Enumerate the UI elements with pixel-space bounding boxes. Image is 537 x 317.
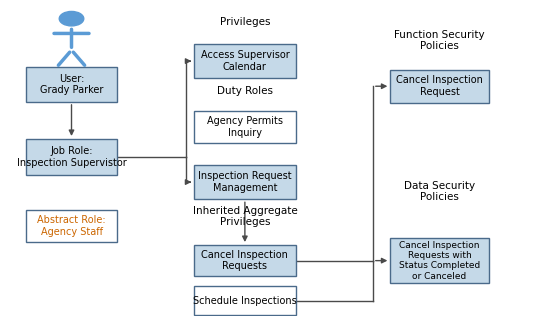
Text: Schedule Inspections: Schedule Inspections: [193, 295, 297, 306]
Text: Privileges: Privileges: [220, 17, 270, 27]
Text: Cancel Inspection
Request: Cancel Inspection Request: [396, 75, 483, 97]
Text: Inspection Request
Management: Inspection Request Management: [198, 171, 292, 193]
FancyBboxPatch shape: [194, 111, 295, 143]
Circle shape: [59, 11, 84, 26]
FancyBboxPatch shape: [194, 286, 295, 315]
FancyBboxPatch shape: [26, 210, 117, 242]
Text: Cancel Inspection
Requests with
Status Completed
or Canceled: Cancel Inspection Requests with Status C…: [399, 241, 480, 281]
FancyBboxPatch shape: [194, 165, 295, 199]
Text: Inherited Aggregate
Privileges: Inherited Aggregate Privileges: [192, 206, 297, 227]
FancyBboxPatch shape: [194, 245, 295, 276]
Text: Data Security
Policies: Data Security Policies: [404, 181, 475, 202]
Text: Job Role:
Inspection Supervistor: Job Role: Inspection Supervistor: [17, 146, 126, 168]
Text: Function Security
Policies: Function Security Policies: [394, 30, 485, 51]
FancyBboxPatch shape: [26, 68, 117, 102]
FancyBboxPatch shape: [390, 238, 489, 283]
FancyBboxPatch shape: [390, 70, 489, 103]
Text: Agency Permits
Inquiry: Agency Permits Inquiry: [207, 116, 283, 138]
Text: Abstract Role:
Agency Staff: Abstract Role: Agency Staff: [37, 215, 106, 237]
Text: Duty Roles: Duty Roles: [217, 86, 273, 96]
FancyBboxPatch shape: [194, 44, 295, 78]
Text: Cancel Inspection
Requests: Cancel Inspection Requests: [201, 250, 288, 271]
Text: User:
Grady Parker: User: Grady Parker: [40, 74, 103, 95]
FancyBboxPatch shape: [26, 139, 117, 175]
Text: Access Supervisor
Calendar: Access Supervisor Calendar: [200, 50, 289, 72]
